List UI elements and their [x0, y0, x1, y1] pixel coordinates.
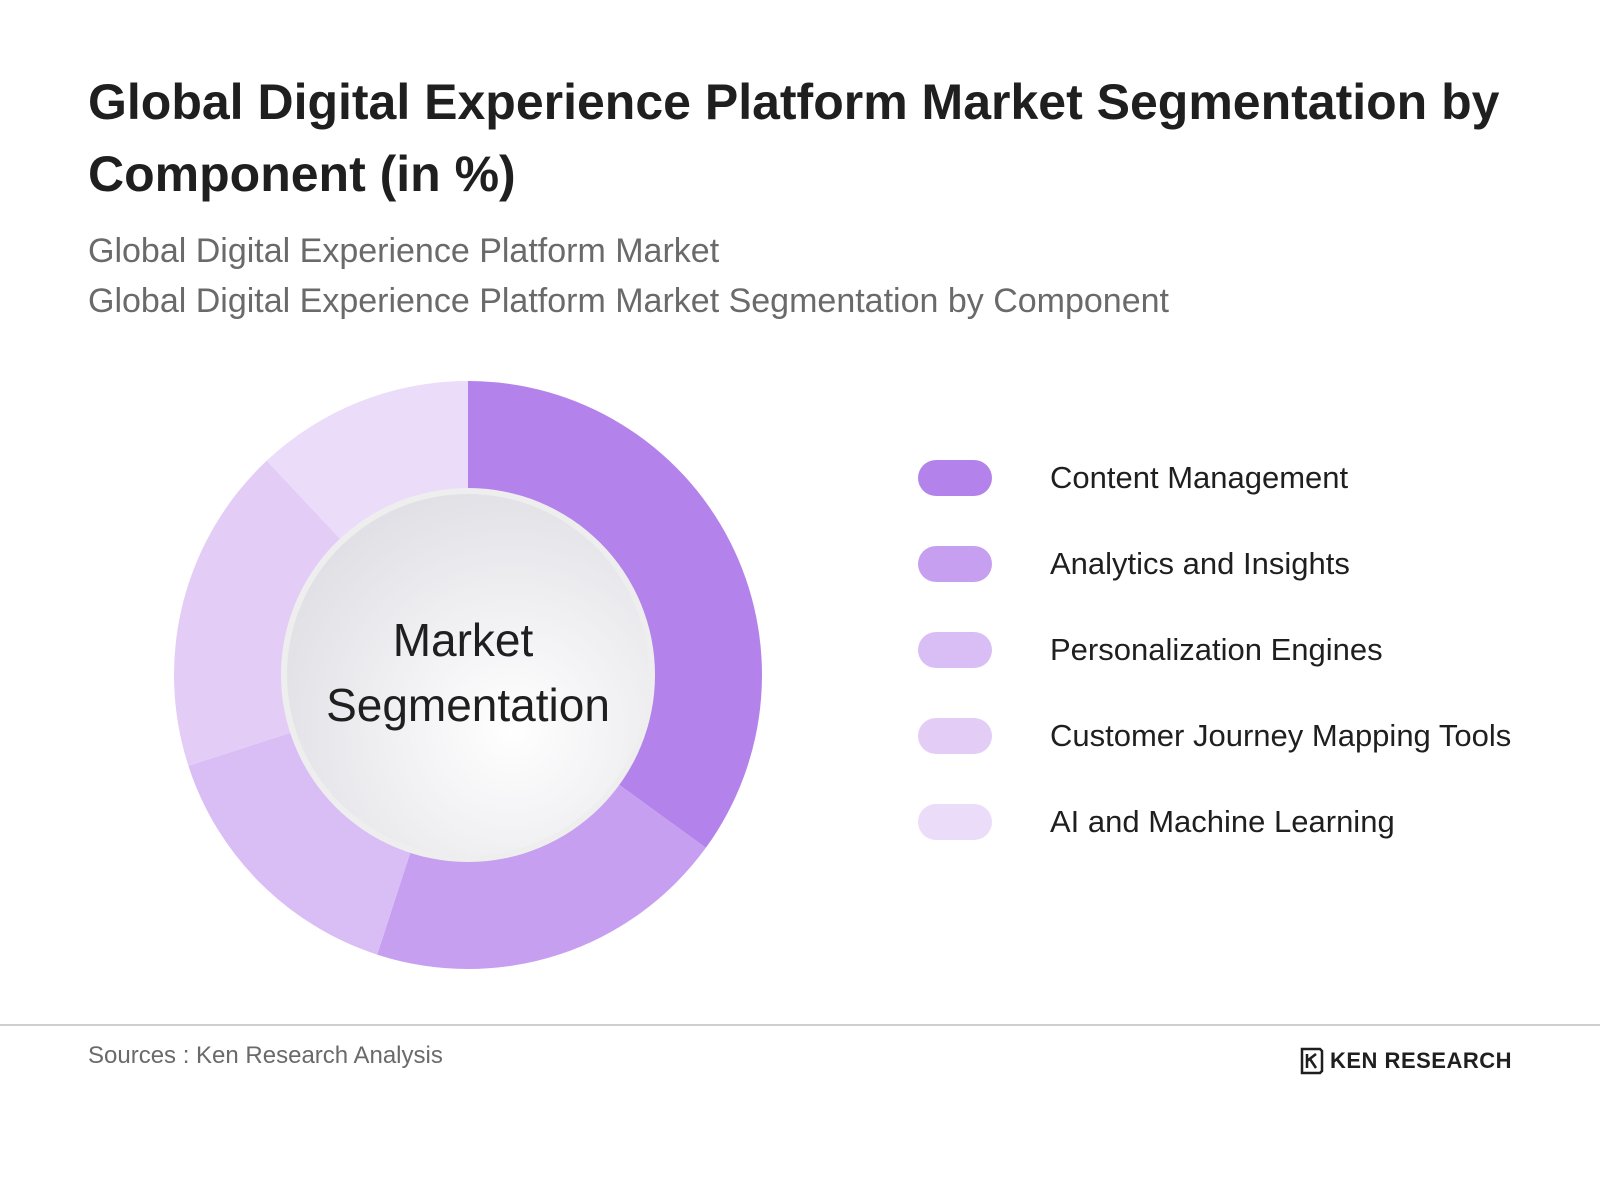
- legend-label: Personalization Engines: [1050, 632, 1383, 667]
- legend-item-content-management: Content Management: [918, 458, 1558, 498]
- legend-label: Analytics and Insights: [1050, 546, 1350, 581]
- legend-item-ai-and-machine-learning: AI and Machine Learning: [918, 802, 1558, 842]
- legend-swatch: [918, 460, 992, 496]
- brand-logo: KEN RESEARCH: [1300, 1044, 1512, 1078]
- subtitle-line-1: Global Digital Experience Platform Marke…: [88, 232, 720, 270]
- footer-divider: [0, 1024, 1600, 1026]
- legend-swatch: [918, 632, 992, 668]
- sources-note: Sources : Ken Research Analysis: [88, 1042, 443, 1069]
- legend-label: Content Management: [1050, 460, 1349, 495]
- ken-research-logo-icon: [1300, 1047, 1324, 1075]
- donut-center: [287, 494, 649, 856]
- chart-title: Global Digital Experience Platform Marke…: [88, 74, 1500, 202]
- chart-subtitle: Global Digital Experience Platform Marke…: [88, 226, 1528, 326]
- center-label-line-1: Market: [393, 614, 534, 666]
- legend-swatch: [918, 804, 992, 840]
- center-label-line-2: Segmentation: [326, 679, 610, 731]
- subtitle-line-2: Global Digital Experience Platform Marke…: [88, 282, 1169, 320]
- brand-name: KEN RESEARCH: [1330, 1048, 1513, 1073]
- legend-label: AI and Machine Learning: [1050, 804, 1395, 839]
- legend-item-analytics-and-insights: Analytics and Insights: [918, 544, 1558, 584]
- legend-item-personalization-engines: Personalization Engines: [918, 630, 1558, 670]
- legend-swatch: [918, 718, 992, 754]
- legend-item-customer-journey-mapping-tools: Customer Journey Mapping Tools: [918, 716, 1558, 756]
- legend-label: Customer Journey Mapping Tools: [1050, 718, 1512, 753]
- legend-swatch: [918, 546, 992, 582]
